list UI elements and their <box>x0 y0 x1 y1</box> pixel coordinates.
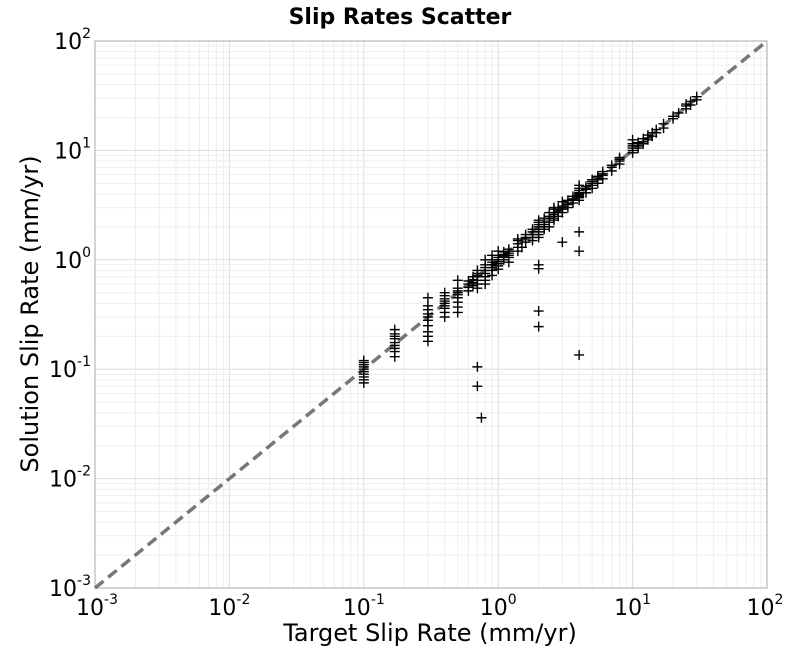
x-tick-label: 102 <box>747 592 784 621</box>
data-point <box>658 118 669 129</box>
data-point <box>642 130 653 141</box>
data-point <box>691 91 702 102</box>
data-point <box>685 96 696 107</box>
data-point <box>472 361 483 372</box>
data-point <box>358 377 369 388</box>
y-tick-label: 101 <box>54 135 91 164</box>
y-tick-label: 10-3 <box>49 573 91 602</box>
data-point <box>472 381 483 392</box>
x-tick-labels: 10-3 10-2 10-1 100 101 102 <box>76 592 783 621</box>
x-tick-label: 100 <box>480 592 517 621</box>
data-point <box>651 124 662 135</box>
data-point <box>439 287 450 298</box>
data-point <box>503 257 514 268</box>
data-point <box>533 321 544 332</box>
data-point <box>358 355 369 366</box>
data-point <box>503 244 514 255</box>
y-tick-label: 10-2 <box>49 464 91 493</box>
data-point <box>557 237 568 248</box>
data-point <box>533 306 544 317</box>
y-tick-label: 10-1 <box>49 354 91 383</box>
data-point <box>533 263 544 274</box>
data-point <box>493 246 504 257</box>
data-point <box>463 276 474 287</box>
data-point <box>633 137 644 148</box>
data-point <box>580 181 591 192</box>
y-tick-label: 100 <box>54 245 91 274</box>
data-point <box>606 160 617 171</box>
data-point <box>592 171 603 182</box>
x-tick-label: 10-1 <box>343 592 385 621</box>
data-point <box>516 242 527 253</box>
data-point <box>574 349 585 360</box>
data-point <box>574 226 585 237</box>
data-point <box>452 275 463 286</box>
data-point <box>498 246 509 257</box>
data-point <box>533 215 544 226</box>
data-point <box>614 152 625 163</box>
data-point <box>574 246 585 257</box>
data-point <box>627 134 638 145</box>
data-points <box>358 91 702 423</box>
x-tick-label: 10-3 <box>76 592 118 621</box>
grid <box>94 41 767 589</box>
y-tick-label: 102 <box>54 26 91 55</box>
data-point <box>557 196 568 207</box>
y-tick-labels: 10-3 10-2 10-1 100 101 102 <box>49 26 91 602</box>
x-tick-label: 101 <box>614 592 651 621</box>
y-axis-label: Solution Slip Rate (mm/yr) <box>16 155 44 472</box>
x-axis-label: Target Slip Rate (mm/yr) <box>282 619 577 647</box>
plot-frame <box>94 40 768 589</box>
data-point <box>673 107 684 118</box>
data-point <box>422 292 433 303</box>
data-point <box>389 324 400 335</box>
x-tick-label: 10-2 <box>208 592 250 621</box>
data-point <box>681 99 692 110</box>
data-point <box>668 111 679 122</box>
data-point <box>574 180 585 191</box>
chart-title: Slip Rates Scatter <box>289 5 512 30</box>
data-point <box>476 412 487 423</box>
data-point <box>597 166 608 177</box>
